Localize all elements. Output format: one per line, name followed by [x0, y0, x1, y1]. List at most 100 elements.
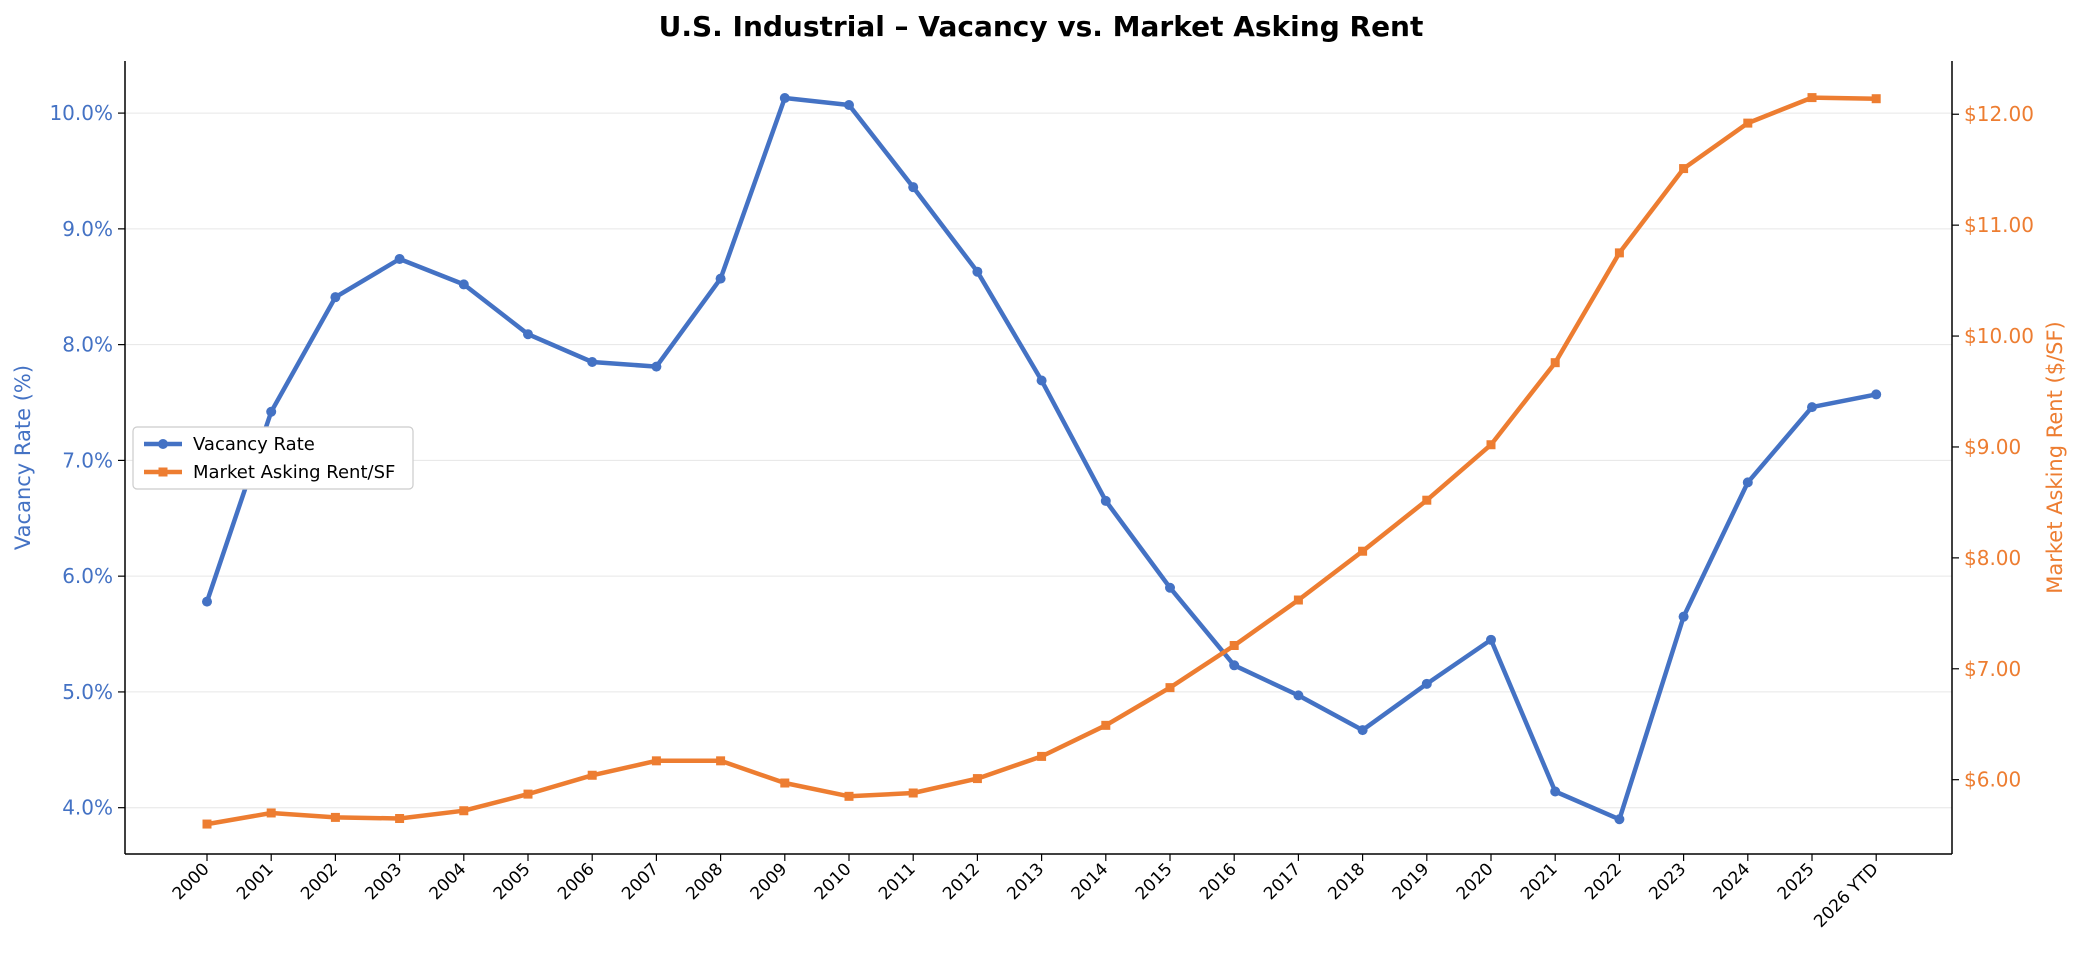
x-tick-label: 2023 — [1645, 859, 1690, 904]
vacancy-point — [1871, 389, 1882, 400]
grid — [125, 112, 1952, 809]
vacancy-point — [1550, 786, 1561, 797]
vacancy-point — [1486, 634, 1496, 645]
vacancy-point — [330, 292, 341, 303]
rent-point — [459, 806, 469, 816]
rent-point — [395, 814, 405, 824]
left-tick-label: 7.0% — [62, 448, 113, 472]
right-tick-label: $10.00 — [1964, 324, 2034, 348]
rent-point — [1614, 248, 1624, 258]
x-tick-label: 2015 — [1132, 859, 1177, 904]
x-tick-label: 2021 — [1517, 859, 1562, 904]
vacancy-point — [1421, 678, 1432, 689]
left-tick-label: 8.0% — [62, 333, 113, 357]
rent-point — [1293, 595, 1303, 605]
x-tick-label: 2008 — [682, 859, 727, 904]
right-tick-label: $9.00 — [1964, 435, 2021, 459]
legend-label: Vacancy Rate — [193, 434, 315, 455]
x-tick-label: 2007 — [618, 859, 663, 904]
vacancy-point — [1165, 582, 1175, 593]
x-tick-label: 2000 — [169, 859, 214, 904]
series-line-vacancy — [204, 95, 1879, 822]
rent-point — [908, 788, 918, 798]
x-tick-label: 2019 — [1389, 859, 1434, 904]
left-tick-label: 9.0% — [62, 217, 113, 241]
rent-point — [780, 778, 790, 788]
x-tick-label: 2024 — [1710, 859, 1755, 904]
x-tick-label: 2009 — [747, 859, 792, 904]
left-tick-label: 10.0% — [49, 101, 113, 125]
vacancy-point — [1357, 725, 1368, 736]
left-tick-label: 6.0% — [62, 564, 113, 588]
vacancy-point — [1036, 375, 1047, 386]
x-tick-label: 2014 — [1068, 859, 1113, 904]
vacancy-point — [1293, 690, 1304, 701]
right-tick-label: $7.00 — [1964, 657, 2021, 681]
x-tick-label: 2006 — [554, 859, 599, 904]
rent-point — [844, 791, 854, 801]
rent-point — [1871, 94, 1881, 104]
x-tick-label: 2001 — [233, 859, 278, 904]
rent-point — [1101, 720, 1111, 730]
x-tick-label: 2003 — [361, 859, 406, 904]
x-tick-label: 2017 — [1260, 859, 1305, 904]
vacancy-point — [1229, 660, 1240, 671]
chart-title: U.S. Industrial – Vacancy vs. Market Ask… — [659, 10, 1424, 43]
legend-box — [132, 426, 414, 490]
vacancy-point — [972, 266, 983, 277]
axes: 4.0% 5.0% 6.0% 7.0% 8.0% 9.0% 10.0% $6.00 $7.00 $… — [11, 61, 2067, 932]
x-tick-label: 2012 — [939, 859, 984, 904]
x-tick-label: 2016 — [1196, 859, 1241, 904]
x-tick-label: 2013 — [1003, 859, 1048, 904]
vacancy-point — [523, 329, 533, 340]
x-tick-label: 2010 — [811, 859, 856, 904]
x-tick-label: 2005 — [490, 859, 535, 904]
rent-point — [1550, 358, 1560, 368]
vacancy-point — [1742, 477, 1753, 488]
x-tick-label: 2022 — [1581, 859, 1626, 904]
rent-point — [716, 756, 726, 766]
rent-point — [972, 774, 982, 784]
rent-point — [523, 789, 533, 799]
x-tick-label: 2018 — [1324, 859, 1369, 904]
vacancy-point — [908, 182, 919, 193]
rent-point — [1743, 118, 1753, 128]
vacancy-point — [844, 99, 854, 110]
left-axis-label: Vacancy Rate (%) — [11, 365, 35, 550]
x-tick-label: 2020 — [1453, 859, 1498, 904]
rent-point — [1229, 640, 1239, 650]
rent-point — [266, 808, 276, 818]
right-tick-label: $8.00 — [1964, 546, 2021, 570]
legend: Vacancy Rate Market Asking Rent/SF — [132, 426, 414, 490]
rent-point — [651, 756, 661, 766]
rent-point — [1165, 683, 1175, 693]
vacancy-point — [1614, 814, 1625, 825]
rent-point — [1037, 751, 1047, 761]
right-tick-label: $11.00 — [1964, 213, 2034, 237]
vacancy-point — [266, 406, 277, 417]
rent-point — [330, 812, 340, 822]
vacancy-point — [587, 356, 598, 367]
right-tick-label: $12.00 — [1964, 102, 2034, 126]
right-axis-label: Market Asking Rent ($/SF) — [2043, 321, 2067, 594]
x-tick-label: 2004 — [426, 859, 471, 904]
legend-label: Market Asking Rent/SF — [193, 462, 395, 483]
left-tick-label: 5.0% — [62, 680, 113, 704]
vacancy-point — [458, 279, 469, 290]
vacancy-point — [202, 596, 212, 607]
rent-point — [1486, 440, 1496, 450]
right-tick-label: $6.00 — [1964, 768, 2021, 792]
legend-swatch-marker — [158, 467, 168, 477]
x-tick-label: 2026 YTD — [1810, 859, 1883, 932]
x-tick-label: 2025 — [1774, 859, 1819, 904]
vacancy-point — [1678, 611, 1689, 622]
vacancy-point — [1807, 402, 1817, 413]
x-tick-label: 2011 — [875, 859, 920, 904]
rent-point — [1679, 164, 1689, 174]
x-tick-label: 2002 — [297, 859, 342, 904]
rent-point — [1358, 546, 1368, 556]
vacancy-point — [651, 361, 662, 372]
vacancy-point — [779, 93, 790, 104]
rent-point — [1422, 495, 1432, 505]
